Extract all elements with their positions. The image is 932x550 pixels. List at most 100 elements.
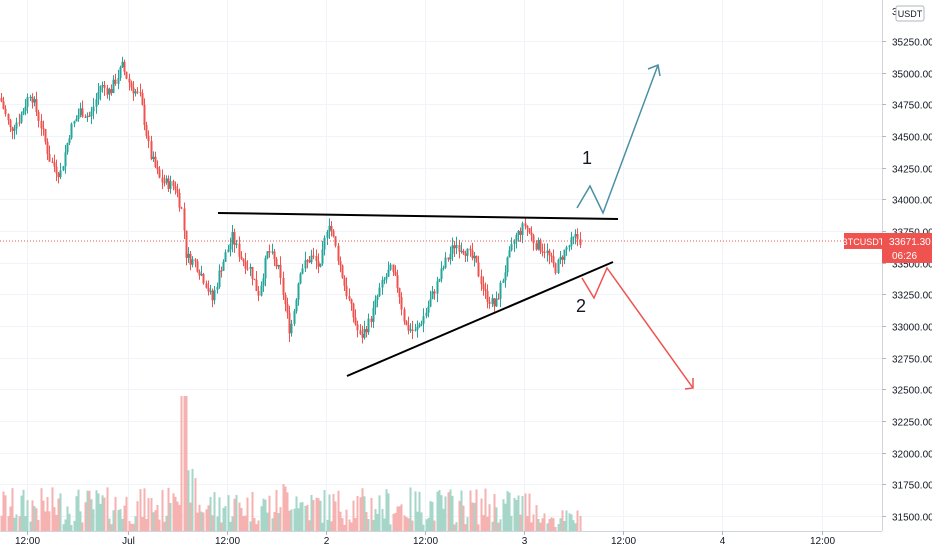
candle-body <box>57 173 60 178</box>
candle-body <box>429 299 432 307</box>
candle-body <box>548 250 551 256</box>
volume-bar <box>345 509 348 531</box>
candle-body <box>86 115 89 118</box>
candle-body <box>26 97 29 107</box>
volume-bar <box>361 488 364 531</box>
volume-bar <box>7 516 10 531</box>
resistance-trendline <box>217 212 619 220</box>
candle-body <box>64 152 67 167</box>
volume-bar <box>422 524 425 531</box>
candle-body <box>482 284 485 290</box>
volume-bar <box>425 519 428 531</box>
volume-bar <box>414 491 417 531</box>
volume-bar <box>359 497 362 531</box>
price-tick-label: 34000.00 <box>892 196 932 207</box>
grid-layer <box>0 0 882 531</box>
volume-bar <box>438 489 441 531</box>
candle-body <box>317 261 320 267</box>
volume-bar <box>158 519 161 531</box>
volume-bar <box>4 495 7 531</box>
volume-bar <box>209 496 212 531</box>
candle-body <box>574 234 577 237</box>
volume-bar <box>251 491 254 531</box>
candle-body <box>7 114 10 121</box>
volume-bar <box>255 524 258 531</box>
volume-bar <box>81 522 84 531</box>
volume-bar <box>286 492 289 531</box>
candle-body <box>370 318 373 322</box>
candle-body <box>198 271 201 276</box>
candle-body <box>213 289 216 301</box>
volume-bar <box>106 487 109 531</box>
volume-bar <box>264 499 267 531</box>
volume-bar <box>220 522 223 531</box>
volume-bar <box>51 487 54 531</box>
price-tick-label: 35000.00 <box>892 70 932 81</box>
candle-body <box>288 312 291 334</box>
candle-body <box>97 91 100 100</box>
candle-body <box>563 249 566 260</box>
candle-body <box>31 96 34 103</box>
volume-bar <box>213 492 216 531</box>
price-tick-label: 35250.00 <box>892 38 932 49</box>
volume-bar <box>290 509 293 531</box>
candle-body <box>207 287 210 292</box>
volume-bar <box>178 504 181 531</box>
volume-bar <box>37 519 40 531</box>
price-tick-label: 34250.00 <box>892 165 932 176</box>
time-tick-label: 12:00 <box>413 536 438 547</box>
volume-bar <box>260 506 263 531</box>
candle-body <box>453 245 456 249</box>
candle-body <box>20 114 23 123</box>
volume-bar <box>319 500 322 531</box>
volume-bar <box>541 518 544 531</box>
candle-body <box>205 283 208 288</box>
candle-body <box>352 303 355 318</box>
candle-body <box>130 82 133 88</box>
candle-body <box>167 178 170 189</box>
price-tick-label: 32750.00 <box>892 355 932 366</box>
volume-bar <box>464 524 467 531</box>
candle-body <box>2 101 5 109</box>
candle-body <box>297 283 300 300</box>
volume-bar <box>396 506 399 531</box>
volume-bar <box>486 516 489 531</box>
price-tick-label: 32000.00 <box>892 450 932 461</box>
volume-bar <box>26 500 29 531</box>
candle-body <box>108 89 111 95</box>
volume-bar <box>350 522 353 531</box>
volume-bar <box>62 524 65 531</box>
volume-bar <box>497 522 500 531</box>
candle-body <box>526 226 529 229</box>
candle-body <box>70 123 73 139</box>
volume-bar <box>268 495 271 531</box>
candle-body <box>187 253 190 258</box>
candle-body <box>233 232 236 245</box>
volume-bar <box>231 516 234 531</box>
volume-bar <box>444 496 447 531</box>
price-tick-label: 32250.00 <box>892 418 932 429</box>
candle-body <box>13 128 16 131</box>
candle-body <box>222 261 225 271</box>
candle-body <box>22 111 25 115</box>
volume-bar <box>136 501 139 531</box>
candle-body <box>150 141 153 160</box>
candle-body <box>535 243 538 250</box>
volume-bar <box>187 470 190 531</box>
candle-body <box>418 324 421 327</box>
volume-bar <box>196 512 199 531</box>
volume-bar <box>436 491 439 531</box>
candle-body <box>147 135 150 142</box>
candle-body <box>238 243 241 257</box>
volume-bar <box>141 517 144 531</box>
candle-body <box>55 166 58 174</box>
price-tick-label: 31500.00 <box>892 513 932 524</box>
candle-body <box>486 290 489 302</box>
volume-bar <box>11 488 14 531</box>
candle-body <box>458 245 461 252</box>
volume-bar <box>554 527 557 531</box>
candle-body <box>310 255 313 263</box>
candle-body <box>460 250 463 252</box>
candle-body <box>293 311 296 324</box>
